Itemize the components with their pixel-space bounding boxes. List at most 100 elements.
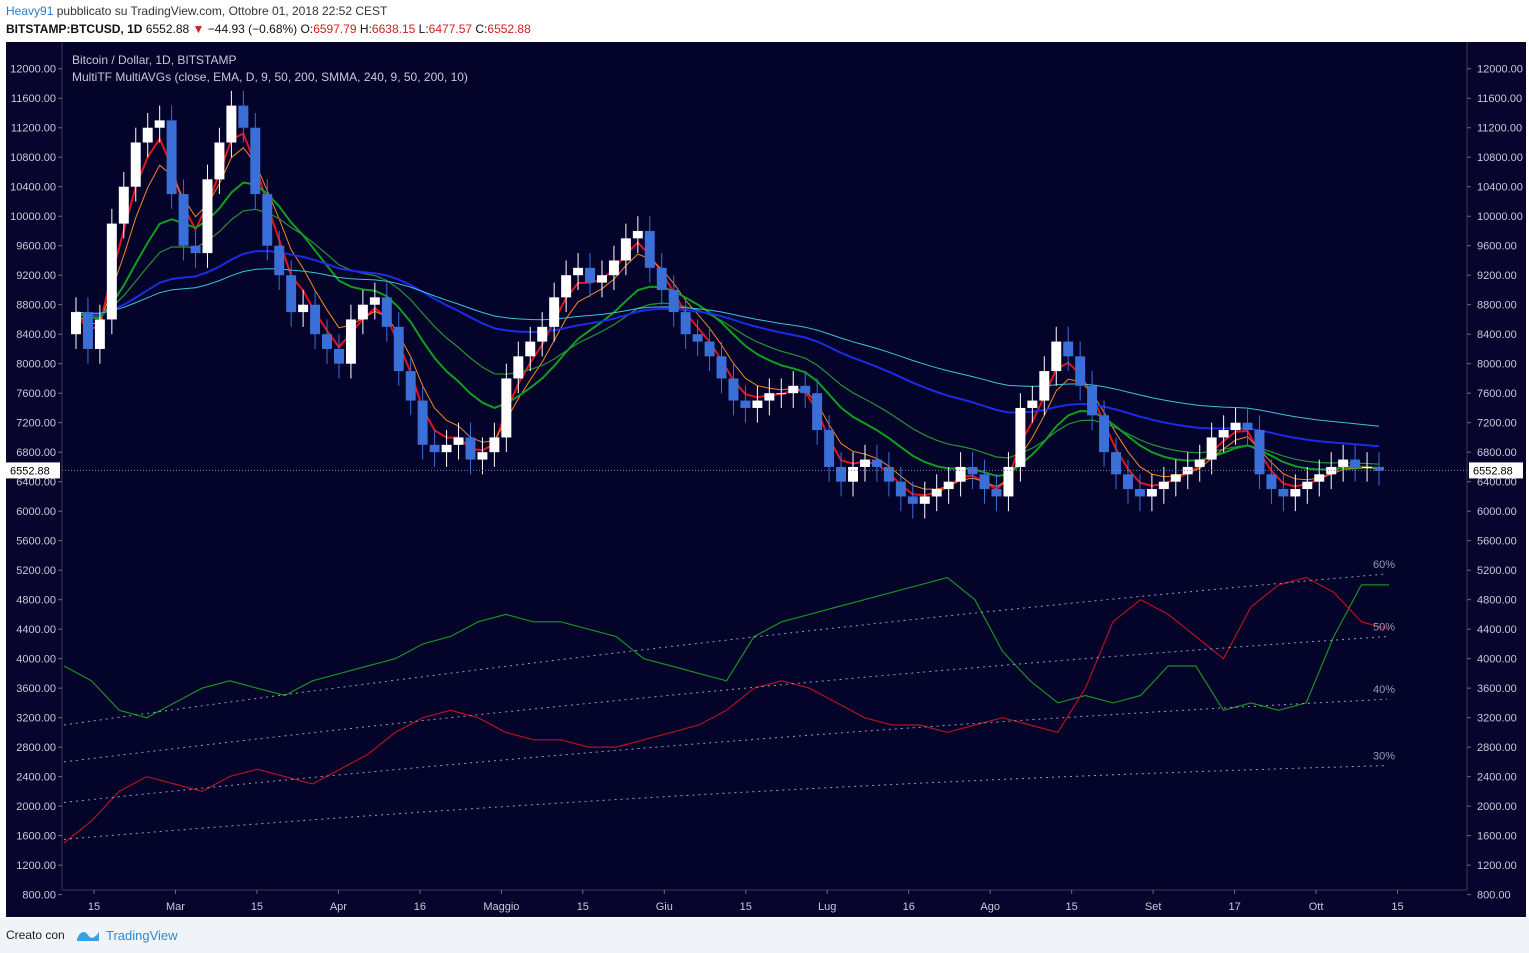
candle-body bbox=[1350, 459, 1361, 467]
y-tick-label-left: 8800.00 bbox=[16, 300, 56, 312]
chart-title: Bitcoin / Dollar, 1D, BITSTAMP bbox=[72, 53, 237, 67]
candle-body bbox=[71, 312, 81, 335]
candle-body bbox=[417, 400, 428, 445]
y-tick-label-right: 6400.00 bbox=[1477, 477, 1517, 489]
y-tick-label-left: 4800.00 bbox=[16, 595, 56, 607]
x-tick-label: 15 bbox=[251, 901, 263, 913]
y-tick-label-right: 1600.00 bbox=[1477, 831, 1517, 843]
smma-slow-line bbox=[75, 268, 1380, 427]
candle-body bbox=[489, 437, 500, 453]
candle-body bbox=[118, 186, 129, 224]
x-tick-label: Apr bbox=[330, 901, 347, 913]
y-tick-label-right: 6800.00 bbox=[1477, 447, 1517, 459]
candle-body bbox=[860, 459, 870, 467]
candle-body bbox=[190, 245, 201, 254]
indicator-legend: MultiTF MultiAVGs (close, EMA, D, 9, 50,… bbox=[72, 70, 468, 84]
candle-body bbox=[1362, 466, 1373, 468]
percent-band-label: 50% bbox=[1373, 622, 1395, 634]
candle-body bbox=[405, 371, 416, 401]
plot-area[interactable] bbox=[62, 42, 1467, 890]
candle-body bbox=[286, 275, 297, 313]
chart-area[interactable]: 60% 50% 40% 30% 12000.00 12000.00 11600.00 116… bbox=[6, 42, 1526, 917]
candle-body bbox=[597, 275, 607, 283]
y-tick-label-right: 5600.00 bbox=[1477, 536, 1517, 548]
candle-body bbox=[513, 356, 524, 379]
y-tick-label-left: 7600.00 bbox=[16, 388, 56, 400]
candle-body bbox=[716, 356, 727, 379]
y-tick-label-right: 8800.00 bbox=[1477, 300, 1517, 312]
candle-body bbox=[824, 430, 835, 467]
candle-body bbox=[728, 378, 739, 401]
candle-body bbox=[322, 334, 332, 349]
candle-body bbox=[1099, 415, 1110, 453]
candle-body bbox=[1278, 489, 1289, 497]
candle-body bbox=[94, 319, 105, 349]
candle-body bbox=[620, 238, 631, 261]
smma-mid-line bbox=[75, 208, 1380, 465]
candle-body bbox=[991, 489, 1002, 497]
y-tick-label-right: 2800.00 bbox=[1477, 742, 1517, 754]
candle-body bbox=[919, 496, 930, 504]
candle-body bbox=[250, 127, 261, 195]
candle-body bbox=[668, 289, 679, 313]
candle-body bbox=[1003, 466, 1014, 497]
close-label: C: bbox=[475, 22, 488, 36]
percent-band-line bbox=[63, 573, 1388, 726]
high-label: H: bbox=[359, 22, 372, 36]
y-axis[interactable]: 12000.00 12000.00 11600.00 11600.00 11200.00… bbox=[6, 42, 1523, 902]
percent-band-label: 30% bbox=[1373, 751, 1395, 763]
author-link[interactable]: Heavy91 bbox=[6, 4, 54, 18]
y-tick-label-right: 800.00 bbox=[1477, 890, 1511, 902]
price-chart[interactable]: 60% 50% 40% 30% 12000.00 12000.00 11600.00 116… bbox=[6, 42, 1526, 917]
y-tick-label-left: 10400.00 bbox=[10, 182, 56, 194]
candle-body bbox=[345, 319, 356, 364]
x-tick-label: Ott bbox=[1309, 901, 1324, 913]
candle-body bbox=[955, 466, 966, 482]
candle-body bbox=[1158, 481, 1169, 490]
candle-body bbox=[656, 267, 667, 290]
y-tick-label-left: 6000.00 bbox=[16, 506, 56, 518]
publish-text: pubblicato su TradingView.com, Ottobre 0… bbox=[56, 4, 388, 18]
candle-body bbox=[907, 496, 918, 504]
y-tick-label-left: 8400.00 bbox=[16, 329, 56, 341]
candle-body bbox=[1254, 430, 1265, 475]
candle-body bbox=[585, 267, 595, 283]
y-tick-label-left: 6400.00 bbox=[16, 477, 56, 489]
smma-fast-line bbox=[75, 146, 1380, 490]
candle-body bbox=[561, 275, 572, 298]
candle-body bbox=[764, 393, 775, 401]
last-price-tag bbox=[1469, 462, 1523, 479]
candle-body bbox=[501, 378, 512, 438]
candle-body bbox=[776, 393, 787, 395]
candle-body bbox=[357, 304, 368, 320]
candle-body bbox=[1015, 407, 1026, 467]
tradingview-brand-link[interactable]: TradingView bbox=[106, 928, 178, 943]
y-tick-label-right: 4000.00 bbox=[1477, 654, 1517, 666]
candle-body bbox=[1027, 400, 1038, 408]
y-tick-label-left: 5600.00 bbox=[16, 536, 56, 548]
candle-body bbox=[1206, 437, 1217, 460]
candle-body bbox=[1063, 341, 1074, 357]
last-price-label: 6552.88 bbox=[1473, 465, 1513, 477]
candle-body bbox=[381, 297, 392, 327]
y-tick-label-right: 8000.00 bbox=[1477, 359, 1517, 371]
candle-body bbox=[1230, 422, 1241, 431]
x-tick-label: Giu bbox=[656, 901, 673, 913]
candle-body bbox=[334, 348, 344, 364]
x-axis[interactable]: 15 Mar 15 Apr 16 Maggio 15 Giu 15 Lug 16 Ago 15 Set 17… bbox=[62, 889, 1467, 913]
candle-body bbox=[82, 312, 93, 349]
y-tick-label-right: 8400.00 bbox=[1477, 329, 1517, 341]
y-tick-label-right: 1200.00 bbox=[1477, 860, 1517, 872]
candle-body bbox=[1302, 481, 1313, 490]
x-tick-label: 15 bbox=[577, 901, 589, 913]
y-tick-label-left: 1600.00 bbox=[16, 831, 56, 843]
ema50-line bbox=[75, 181, 1380, 478]
candle-body bbox=[871, 459, 882, 467]
candle-body bbox=[979, 474, 990, 490]
candle-body bbox=[1075, 356, 1086, 386]
y-tick-label-left: 6800.00 bbox=[16, 447, 56, 459]
candle-body bbox=[1051, 341, 1062, 372]
candle-body bbox=[130, 142, 141, 187]
candle-body bbox=[1218, 430, 1229, 438]
y-tick-label-right: 9600.00 bbox=[1477, 241, 1517, 253]
